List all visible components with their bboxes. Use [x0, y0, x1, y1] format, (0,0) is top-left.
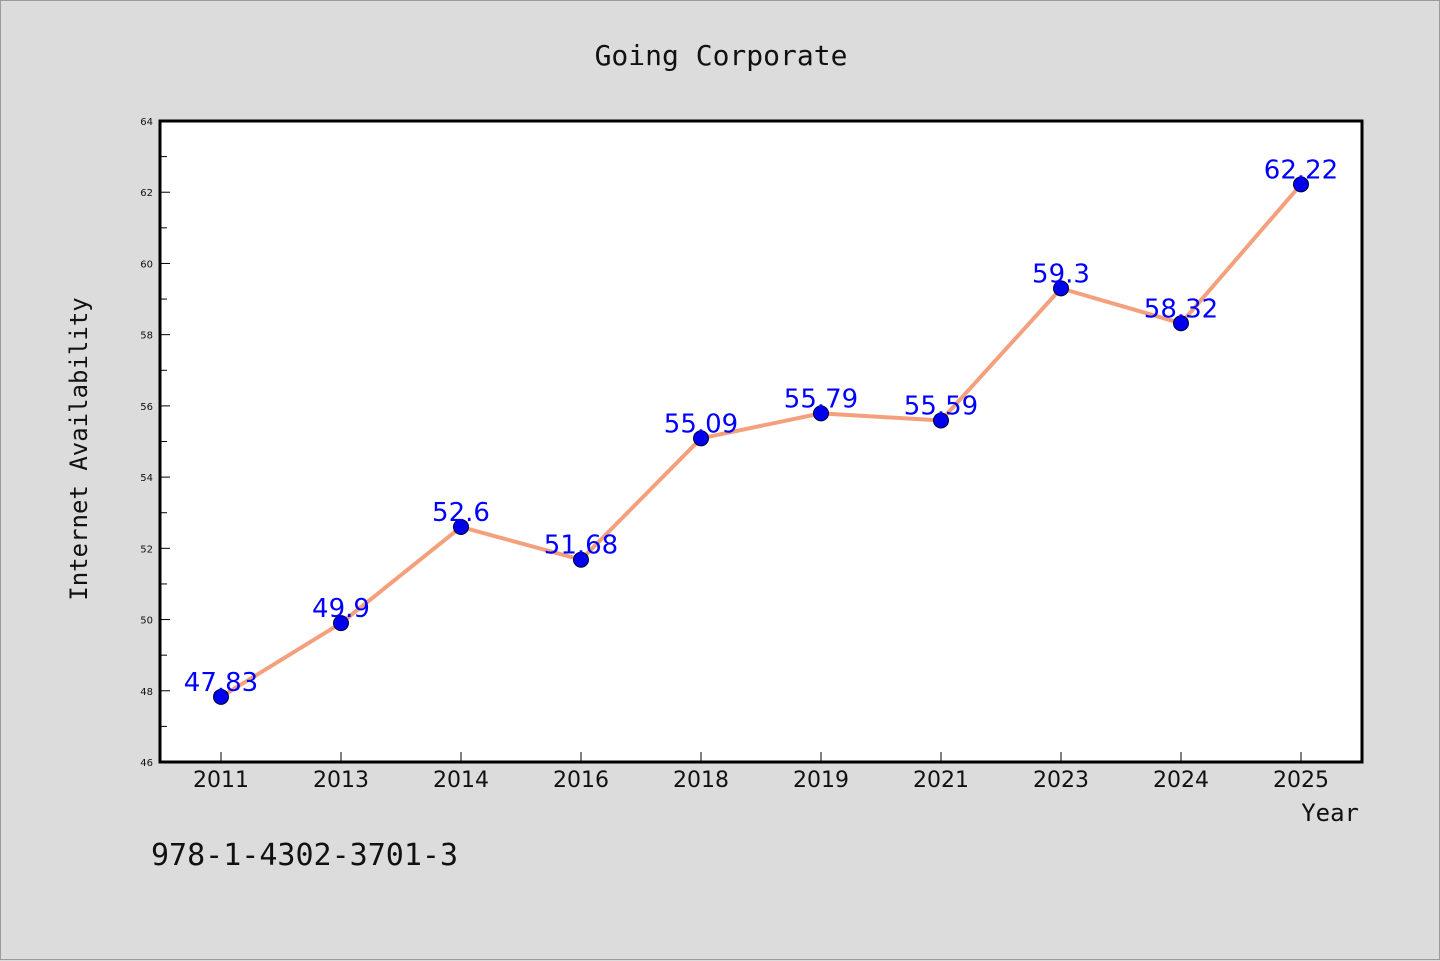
y-tick-label: 56 [140, 402, 153, 413]
y-tick-label: 52 [140, 544, 153, 555]
plot-area [158, 119, 1364, 764]
x-tick-label: 2023 [1033, 768, 1089, 793]
data-label: 58.32 [1144, 294, 1218, 324]
x-tick-label: 2024 [1153, 768, 1209, 793]
data-label: 55.79 [784, 384, 858, 414]
y-tick-label: 46 [140, 758, 153, 769]
y-tick-label: 48 [140, 687, 153, 698]
y-tick-label: 50 [140, 616, 153, 627]
x-tick-label: 2013 [313, 768, 369, 793]
x-tick-label: 2025 [1273, 768, 1329, 793]
data-label: 59.3 [1032, 259, 1090, 289]
data-label: 51.68 [544, 531, 618, 561]
data-point [333, 615, 349, 632]
chart-title: Going Corporate [595, 39, 848, 72]
data-point [1293, 176, 1309, 193]
data-labels: 47.83 49.9 52.6 51.68 55.09 55.79 55.59 59.3 58.… [184, 155, 1338, 697]
x-tick-label: 2011 [193, 768, 249, 793]
data-point [213, 688, 229, 705]
y-axis: 46 48 50 52 54 56 58 60 62 64 [140, 117, 170, 769]
x-tick-label: 2016 [553, 768, 609, 793]
y-tick-label: 64 [140, 117, 153, 128]
x-tick-label: 2021 [913, 768, 969, 793]
x-tick-label: 2014 [433, 768, 489, 793]
footnote-text: 978-1-4302-3701-3 [151, 838, 458, 873]
y-tick-label: 62 [140, 188, 153, 199]
data-point [573, 551, 589, 568]
x-axis-label: Year [1301, 799, 1359, 827]
x-tick-label: 2019 [793, 768, 849, 793]
y-tick-label: 58 [140, 331, 153, 342]
data-label: 49.9 [312, 594, 370, 624]
data-point [813, 405, 829, 422]
data-label: 55.09 [664, 409, 738, 439]
data-point [933, 412, 949, 429]
data-point [1173, 315, 1189, 332]
x-axis: 2011 2013 2014 2016 2018 2019 2021 2023 2024 2025 [193, 752, 1329, 793]
data-point [453, 518, 469, 535]
data-label: 47.83 [184, 668, 258, 698]
data-point [693, 430, 709, 447]
data-point [1053, 280, 1069, 297]
data-label: 55.59 [904, 391, 978, 421]
series-markers [213, 176, 1309, 705]
series-line [219, 183, 1303, 699]
y-tick-label: 54 [140, 473, 153, 484]
data-label: 62.22 [1264, 155, 1338, 185]
y-tick-label: 60 [140, 259, 153, 270]
x-tick-label: 2018 [673, 768, 729, 793]
data-label: 52.6 [432, 498, 490, 528]
y-axis-label: Internet Availability [65, 297, 93, 600]
